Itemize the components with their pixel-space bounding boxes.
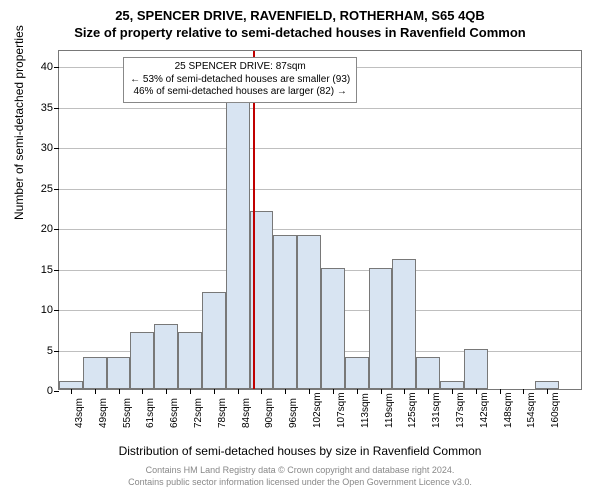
annot-line3: 46% of semi-detached houses are larger (… xyxy=(130,86,350,99)
xtick-mark xyxy=(95,389,96,394)
xtick-label: 131sqm xyxy=(431,392,442,428)
ytick-mark xyxy=(54,310,59,311)
copyright-text: Contains HM Land Registry data © Crown c… xyxy=(0,465,600,488)
chart-container: 25, SPENCER DRIVE, RAVENFIELD, ROTHERHAM… xyxy=(0,0,600,500)
bar xyxy=(369,268,393,389)
xtick-label: 66sqm xyxy=(169,398,180,428)
xtick-mark xyxy=(428,389,429,394)
bar xyxy=(226,98,250,389)
gridline xyxy=(59,189,581,190)
gridline xyxy=(59,229,581,230)
ytick-label: 20 xyxy=(29,223,53,235)
ytick-mark xyxy=(54,148,59,149)
xtick-label: 137sqm xyxy=(455,392,466,428)
annot-line1: 25 SPENCER DRIVE: 87sqm xyxy=(130,61,350,74)
xtick-label: 90sqm xyxy=(264,398,275,428)
ytick-label: 0 xyxy=(29,385,53,397)
xtick-mark xyxy=(357,389,358,394)
bar xyxy=(178,332,202,389)
bar xyxy=(59,381,83,389)
bar xyxy=(392,259,416,389)
xtick-mark xyxy=(523,389,524,394)
ytick-label: 30 xyxy=(29,142,53,154)
xtick-label: 55sqm xyxy=(122,398,133,428)
x-axis-label: Distribution of semi-detached houses by … xyxy=(0,444,600,458)
ytick-mark xyxy=(54,67,59,68)
xtick-mark xyxy=(500,389,501,394)
xtick-mark xyxy=(71,389,72,394)
ytick-label: 15 xyxy=(29,264,53,276)
bar xyxy=(107,357,131,389)
xtick-mark xyxy=(142,389,143,394)
xtick-label: 96sqm xyxy=(288,398,299,428)
bar xyxy=(154,324,178,389)
xtick-mark xyxy=(119,389,120,394)
xtick-label: 84sqm xyxy=(241,398,252,428)
bar xyxy=(464,349,488,389)
xtick-label: 49sqm xyxy=(98,398,109,428)
chart-title-main: 25, SPENCER DRIVE, RAVENFIELD, ROTHERHAM… xyxy=(0,0,600,23)
xtick-label: 154sqm xyxy=(526,392,537,428)
gridline xyxy=(59,108,581,109)
copyright-line2: Contains public sector information licen… xyxy=(128,477,472,487)
bar xyxy=(440,381,464,389)
bar xyxy=(297,235,321,389)
chart-title-sub: Size of property relative to semi-detach… xyxy=(0,23,600,46)
xtick-label: 113sqm xyxy=(360,393,371,428)
xtick-mark xyxy=(476,389,477,394)
xtick-mark xyxy=(309,389,310,394)
xtick-label: 148sqm xyxy=(503,392,514,428)
xtick-mark xyxy=(547,389,548,394)
ytick-mark xyxy=(54,108,59,109)
xtick-mark xyxy=(261,389,262,394)
xtick-label: 43sqm xyxy=(74,398,85,428)
xtick-label: 78sqm xyxy=(217,398,228,428)
bar xyxy=(130,332,154,389)
xtick-mark xyxy=(166,389,167,394)
xtick-mark xyxy=(190,389,191,394)
bar xyxy=(202,292,226,389)
ytick-label: 35 xyxy=(29,102,53,114)
xtick-label: 119sqm xyxy=(384,393,395,428)
ytick-mark xyxy=(54,189,59,190)
xtick-label: 102sqm xyxy=(312,392,323,428)
xtick-label: 125sqm xyxy=(407,392,418,428)
ytick-mark xyxy=(54,351,59,352)
xtick-label: 160sqm xyxy=(550,392,561,428)
gridline xyxy=(59,148,581,149)
xtick-mark xyxy=(381,389,382,394)
annot-line2: ← 53% of semi-detached houses are smalle… xyxy=(130,74,350,87)
xtick-label: 142sqm xyxy=(479,392,490,428)
xtick-mark xyxy=(238,389,239,394)
bar xyxy=(321,268,345,389)
xtick-label: 72sqm xyxy=(193,398,204,428)
xtick-label: 107sqm xyxy=(336,392,347,428)
ytick-label: 10 xyxy=(29,304,53,316)
ytick-label: 25 xyxy=(29,183,53,195)
copyright-line1: Contains HM Land Registry data © Crown c… xyxy=(146,465,455,475)
bar xyxy=(83,357,107,389)
ytick-label: 40 xyxy=(29,61,53,73)
ytick-mark xyxy=(54,270,59,271)
plot-area: 051015202530354043sqm49sqm55sqm61sqm66sq… xyxy=(58,50,582,390)
xtick-mark xyxy=(452,389,453,394)
bar xyxy=(273,235,297,389)
y-axis-label: Number of semi-detached properties xyxy=(12,25,26,220)
xtick-mark xyxy=(404,389,405,394)
bar xyxy=(416,357,440,389)
xtick-mark xyxy=(214,389,215,394)
xtick-mark xyxy=(333,389,334,394)
bar xyxy=(535,381,559,389)
ytick-mark xyxy=(54,229,59,230)
xtick-label: 61sqm xyxy=(145,398,156,428)
bar xyxy=(345,357,369,389)
annotation-box: 25 SPENCER DRIVE: 87sqm← 53% of semi-det… xyxy=(123,57,357,103)
ytick-mark xyxy=(54,391,59,392)
xtick-mark xyxy=(285,389,286,394)
ytick-label: 5 xyxy=(29,345,53,357)
